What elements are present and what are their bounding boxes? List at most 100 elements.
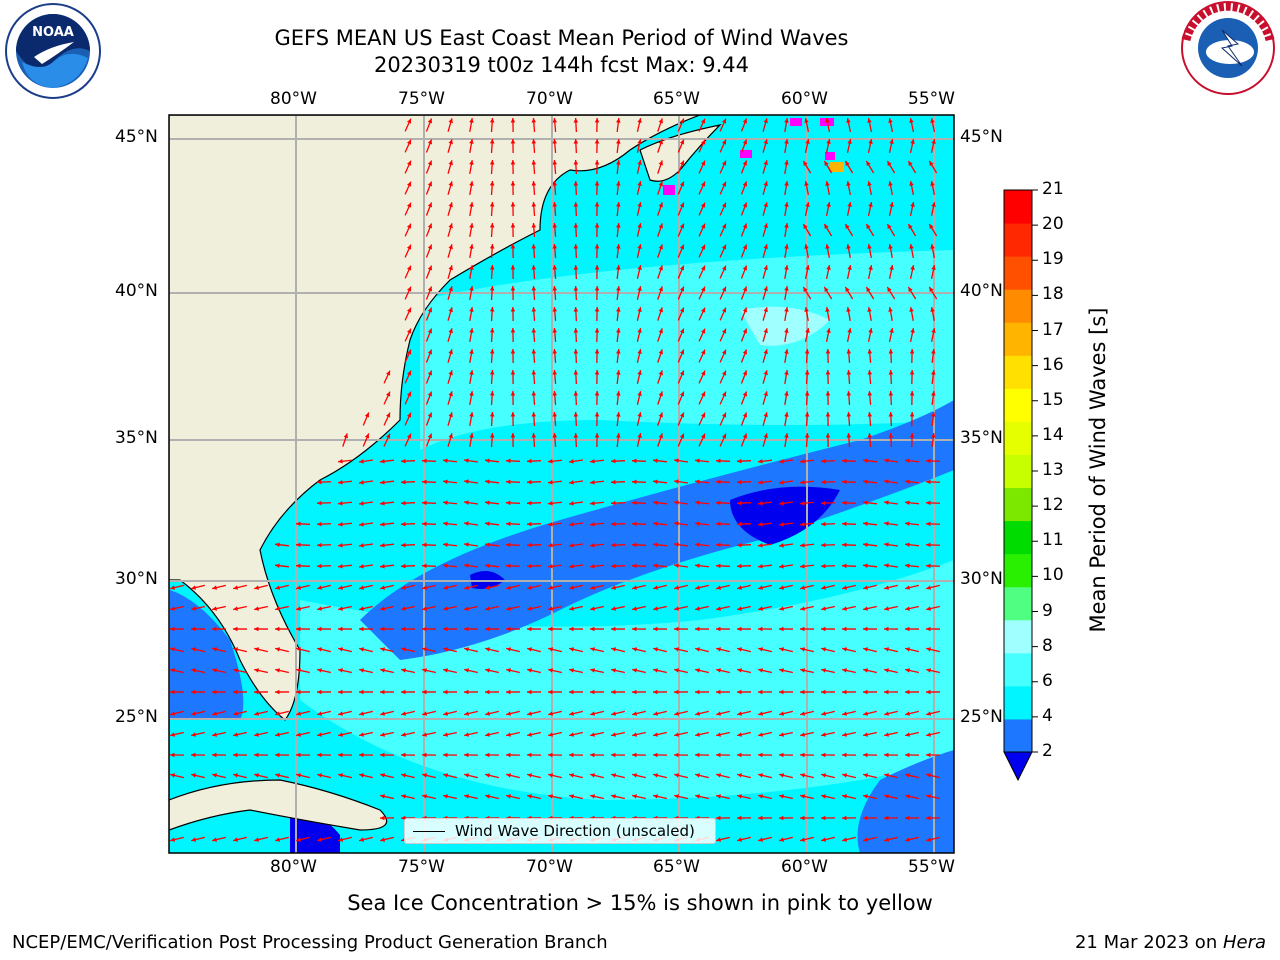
wind-wave-arrowhead <box>191 773 197 778</box>
wind-wave-arrowhead <box>594 265 600 270</box>
wind-wave-arrowhead <box>590 732 596 737</box>
wind-wave-arrowhead <box>821 626 826 632</box>
wind-wave-arrowhead <box>884 837 890 842</box>
wind-wave-arrowhead <box>758 689 763 695</box>
wind-wave-arrowhead <box>338 626 343 632</box>
wind-wave-arrowhead <box>742 223 748 229</box>
wind-wave-arrowhead <box>910 202 915 207</box>
wind-wave-arrowhead <box>653 689 658 695</box>
wind-wave-arrowhead <box>254 752 259 758</box>
wind-wave-arrowhead <box>716 479 721 485</box>
wind-wave-arrowhead <box>594 391 600 396</box>
footer-date-text: 21 Mar 2023 on <box>1074 932 1223 953</box>
wind-wave-arrowhead <box>758 794 764 799</box>
wind-wave-arrowhead <box>464 500 469 505</box>
wind-wave-arrowhead <box>821 815 826 821</box>
wind-wave-arrowhead <box>658 370 663 376</box>
wind-wave-arrowhead <box>406 349 412 355</box>
wind-wave-arrowhead <box>569 480 574 485</box>
wind-wave-arrowhead <box>909 391 915 396</box>
wind-wave-arrowhead <box>637 139 642 145</box>
wind-wave-arrowhead <box>905 585 911 590</box>
wind-wave-arrowhead <box>679 160 685 166</box>
wind-wave-arrowhead <box>170 626 175 632</box>
colorbar-tick-label: 13 <box>1042 460 1064 480</box>
wind-wave-arrowhead <box>616 223 621 228</box>
wind-wave-arrowhead <box>653 794 659 799</box>
wind-wave-arrowhead <box>887 224 892 229</box>
wind-wave-arrowhead <box>422 752 427 758</box>
wind-wave-arrowhead <box>469 223 474 228</box>
lat-tick-left: 30°N <box>115 569 158 589</box>
wind-wave-arrowhead <box>909 118 914 123</box>
wind-wave-arrowhead <box>846 391 852 396</box>
wind-wave-arrowhead <box>905 606 911 611</box>
wind-wave-arrowhead <box>905 732 911 737</box>
wind-wave-arrowhead <box>569 543 574 548</box>
wind-wave-arrowhead <box>805 328 810 333</box>
lat-tick-right: 35°N <box>960 428 1003 448</box>
colorbar-tick-label: 17 <box>1042 319 1064 340</box>
wind-wave-arrowhead <box>531 160 537 165</box>
wind-wave-arrowhead <box>527 626 532 632</box>
wind-wave-arrowhead <box>679 370 685 376</box>
wind-wave-arrowhead <box>868 328 873 333</box>
wind-wave-arrowhead <box>448 139 453 145</box>
wind-wave-arrowhead <box>422 542 427 548</box>
lon-tick-top: 70°W <box>526 89 573 109</box>
wind-wave-arrowhead <box>632 794 638 799</box>
wind-wave-arrowhead <box>317 500 322 506</box>
wind-wave-arrowhead <box>888 370 894 375</box>
wind-wave-arrowhead <box>548 585 554 590</box>
wind-wave-arrowhead <box>658 412 663 418</box>
wind-wave-arrowhead <box>611 585 617 590</box>
wind-wave-arrowhead <box>359 732 365 737</box>
wind-wave-arrowhead <box>779 711 785 716</box>
wind-wave-arrowhead <box>531 202 537 207</box>
wind-wave-arrowhead <box>386 370 391 376</box>
wind-wave-arrowhead <box>191 837 197 842</box>
wind-wave-arrowhead <box>758 501 763 506</box>
wind-wave-arrowhead <box>804 433 810 438</box>
wind-wave-arrowhead <box>506 563 511 569</box>
wind-wave-arrowhead <box>658 265 663 271</box>
wind-wave-arrowhead <box>908 160 913 166</box>
wind-wave-arrowhead <box>779 732 785 737</box>
legend-line-sample <box>413 831 445 832</box>
wind-wave-arrowhead <box>758 522 763 527</box>
wind-wave-arrowhead <box>926 794 932 799</box>
colorbar-tick-label: 6 <box>1042 670 1053 691</box>
wind-wave-arrowhead <box>632 711 638 716</box>
wind-wave-arrowhead <box>406 202 412 208</box>
wind-wave-arrowhead <box>548 689 553 695</box>
wind-wave-arrowhead <box>821 479 826 485</box>
wind-wave-arrowhead <box>552 244 558 249</box>
wind-wave-arrowhead <box>658 160 663 166</box>
wind-wave-arrowhead <box>548 480 553 485</box>
wind-wave-arrowhead <box>779 773 785 778</box>
wind-wave-arrowhead <box>573 286 579 291</box>
wind-wave-arrowhead <box>931 391 936 396</box>
wind-wave-arrowhead <box>632 585 638 590</box>
wind-wave-arrowhead <box>742 160 748 166</box>
wind-wave-arrowhead <box>469 328 474 333</box>
wind-wave-arrowhead <box>594 328 600 333</box>
wind-wave-arrowhead <box>846 370 852 375</box>
wind-wave-arrowhead <box>679 307 685 313</box>
wind-wave-arrowhead <box>573 307 579 312</box>
wind-wave-arrowhead <box>569 459 574 464</box>
wind-wave-arrowhead <box>443 711 449 716</box>
wind-wave-arrowhead <box>637 244 642 250</box>
colorbar-segment <box>1004 190 1032 224</box>
wind-wave-arrowhead <box>359 543 364 548</box>
colorbar-tick-label: 21 <box>1042 179 1064 199</box>
wind-wave-arrowhead <box>296 668 302 673</box>
wind-wave-arrowhead <box>616 391 621 396</box>
sea-ice-pixel <box>740 150 752 158</box>
wind-wave-arrowhead <box>863 458 868 463</box>
wind-wave-arrowhead <box>359 773 365 778</box>
wind-wave-arrowhead <box>573 160 579 165</box>
wind-wave-arrowhead <box>448 328 453 334</box>
wind-wave-arrowhead <box>910 139 915 145</box>
footer-host: Hera <box>1222 932 1266 953</box>
